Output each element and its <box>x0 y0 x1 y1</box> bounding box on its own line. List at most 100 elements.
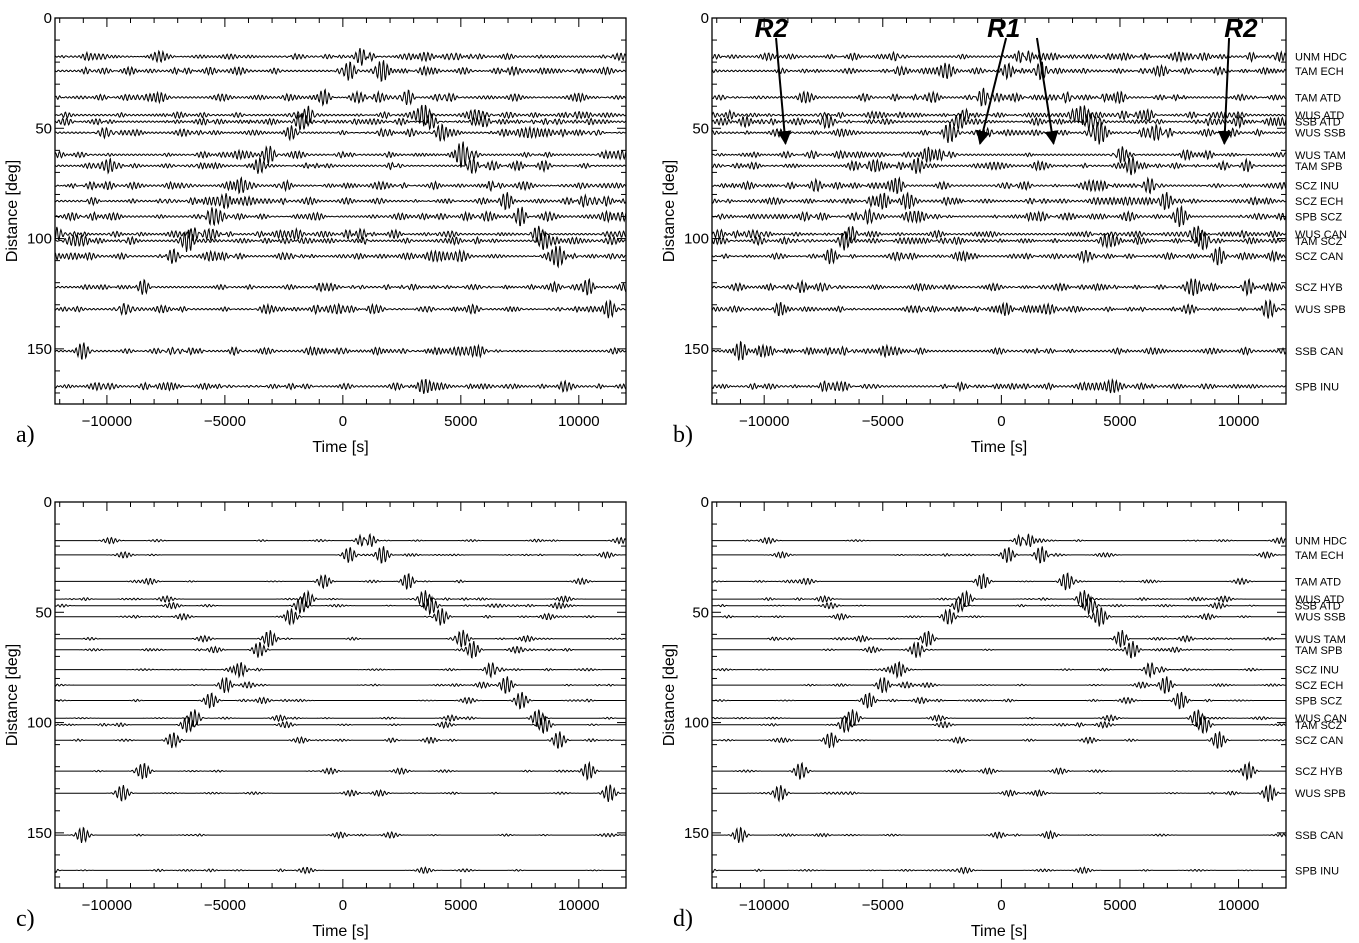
panel-2: −10000 −5000 0 5000 10000 0 50 100 150 Time [s] Di… <box>661 10 1347 456</box>
trace-line <box>712 191 1286 211</box>
trace-line <box>712 204 1286 228</box>
station-label: SSB CAN <box>1295 830 1343 842</box>
panel-label: b) <box>673 422 693 448</box>
trace-line <box>55 676 626 694</box>
x-tick-label: −10000 <box>739 897 789 914</box>
trace-line <box>712 715 1286 735</box>
station-label: WUS SPB <box>1295 788 1346 800</box>
y-axis-title: Distance [deg] <box>4 160 21 262</box>
station-label: WUS CAN <box>1295 713 1347 725</box>
trace-line <box>712 760 1286 782</box>
trace-line <box>55 245 626 269</box>
trace-line <box>55 47 626 66</box>
trace-line <box>55 104 626 127</box>
trace-line <box>55 784 626 802</box>
panel-label: a) <box>16 422 35 448</box>
annotation-label: R1 <box>987 13 1020 43</box>
y-tick-label: 100 <box>27 231 52 248</box>
trace-line <box>712 826 1286 844</box>
station-label: SCZ ECH <box>1295 680 1343 692</box>
trace-line <box>55 299 626 319</box>
y-tick-label: 100 <box>27 715 52 732</box>
x-axis-title: Time [s] <box>312 923 368 940</box>
trace-line <box>712 572 1286 591</box>
trace-line <box>55 192 626 211</box>
trace-line <box>712 709 1286 728</box>
panel-label: d) <box>673 906 693 932</box>
panel-3: −10000 −5000 0 5000 10000 0 50 100 150 Time [s] Di… <box>4 494 627 940</box>
annotation-label: R2 <box>755 13 789 43</box>
station-label: SSB CAN <box>1295 346 1343 358</box>
station-label: SSB ATD <box>1295 117 1341 129</box>
station-label: SPB SCZ <box>1295 212 1342 224</box>
station-label: TAM ATD <box>1295 576 1341 588</box>
station-label: TAM SPB <box>1295 645 1342 657</box>
trace-line <box>712 676 1286 694</box>
trace-line <box>55 225 626 243</box>
x-tick-label: 10000 <box>1218 897 1260 914</box>
station-label: WUS TAM <box>1295 634 1346 646</box>
trace-line <box>55 640 626 659</box>
y-tick-label: 0 <box>701 494 709 511</box>
y-tick-label: 100 <box>684 231 709 248</box>
trace-line <box>712 546 1286 564</box>
station-label: UNM HDC <box>1295 536 1347 548</box>
station-label: SSB ATD <box>1295 601 1341 613</box>
trace-line <box>712 731 1286 749</box>
trace-line <box>712 120 1286 145</box>
station-label: SPB INU <box>1295 381 1339 393</box>
y-tick-label: 150 <box>684 825 709 842</box>
trace-group <box>712 50 1286 394</box>
trace-line <box>55 277 626 296</box>
trace-line <box>712 595 1286 616</box>
panel-label: c) <box>16 906 35 932</box>
station-label: WUS SSB <box>1295 128 1346 140</box>
station-label: SPB SCZ <box>1295 696 1342 708</box>
y-axis-title: Distance [deg] <box>4 644 21 746</box>
trace-line <box>712 533 1286 548</box>
trace-line <box>55 826 626 844</box>
trace-line <box>712 61 1286 81</box>
trace-line <box>55 206 626 227</box>
trace-line <box>55 112 626 132</box>
trace-group <box>55 47 626 394</box>
station-label: WUS CAN <box>1295 229 1347 241</box>
trace-line <box>712 629 1286 648</box>
trace-line <box>55 533 626 547</box>
station-label: WUS ATD <box>1295 110 1344 122</box>
station-label: SCZ CAN <box>1295 251 1343 263</box>
y-tick-label: 150 <box>27 825 52 842</box>
annotation-arrow <box>1035 37 1059 145</box>
plot-frame <box>711 501 1287 889</box>
y-tick-label: 50 <box>35 604 52 621</box>
plot-frame <box>54 501 627 889</box>
x-tick-label: 0 <box>339 413 347 430</box>
x-tick-label: 5000 <box>444 413 477 430</box>
x-axis-title: Time [s] <box>971 439 1027 456</box>
x-tick-label: 0 <box>997 413 1005 430</box>
plot-frame <box>711 17 1287 405</box>
trace-line <box>55 60 626 82</box>
x-tick-label: −10000 <box>82 413 132 430</box>
y-tick-label: 0 <box>701 10 709 27</box>
station-label: SPB INU <box>1295 865 1339 877</box>
station-label: SCZ INU <box>1295 665 1339 677</box>
x-tick-label: −10000 <box>82 897 132 914</box>
y-tick-label: 50 <box>692 120 709 137</box>
trace-line <box>712 146 1286 164</box>
y-tick-label: 150 <box>27 341 52 358</box>
trace-line <box>55 715 626 735</box>
trace-line <box>712 87 1286 107</box>
y-tick-label: 0 <box>44 10 52 27</box>
trace-line <box>55 229 626 252</box>
annotation-arrow <box>1217 37 1232 146</box>
station-label: WUS ATD <box>1295 594 1344 606</box>
station-label: SCZ CAN <box>1295 735 1343 747</box>
station-label: WUS SPB <box>1295 304 1346 316</box>
x-tick-label: 0 <box>997 897 1005 914</box>
trace-line <box>712 340 1286 361</box>
station-label: TAM ECH <box>1295 550 1344 562</box>
x-tick-label: 5000 <box>1103 413 1136 430</box>
x-tick-label: 10000 <box>558 897 600 914</box>
trace-line <box>712 105 1286 126</box>
